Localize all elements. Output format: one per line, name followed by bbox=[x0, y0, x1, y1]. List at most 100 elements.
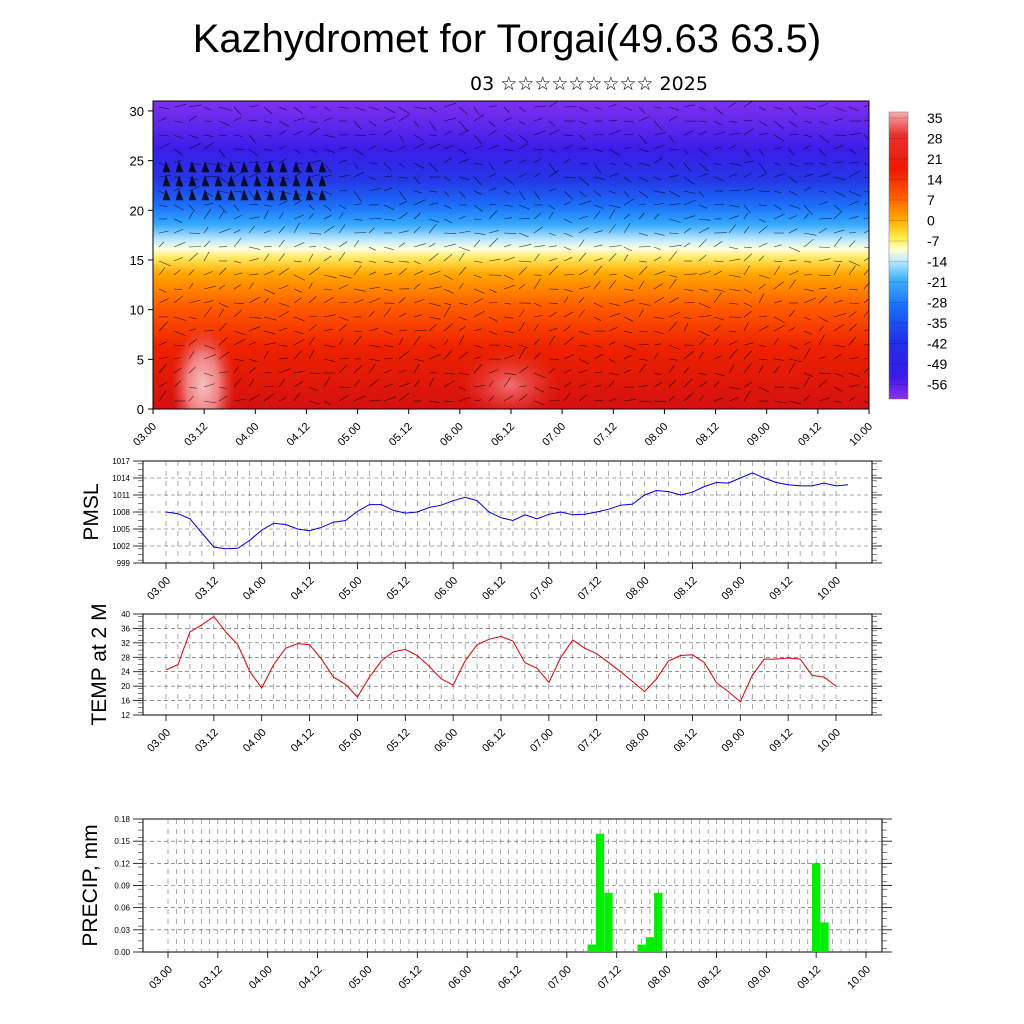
wind-vector bbox=[218, 395, 228, 402]
wind-vector bbox=[233, 309, 243, 318]
wind-vector bbox=[728, 162, 742, 166]
wind-vector bbox=[743, 226, 750, 234]
wind-vector bbox=[218, 351, 230, 360]
wind-vector bbox=[773, 147, 783, 150]
wind-vector bbox=[743, 253, 753, 262]
wind-vector bbox=[188, 204, 196, 212]
wind-vector bbox=[248, 225, 256, 234]
wind-vector bbox=[278, 212, 284, 220]
heatmap-warm-core-2 bbox=[460, 350, 560, 409]
wind-vector bbox=[728, 189, 741, 192]
wind-vector bbox=[428, 202, 439, 206]
heatmap-x-tick-label: 06.00 bbox=[438, 421, 466, 449]
wind-vector bbox=[758, 148, 764, 156]
wind-vector bbox=[233, 106, 242, 115]
wind-vector bbox=[368, 399, 382, 402]
wind-vector bbox=[248, 246, 261, 250]
wind-vector bbox=[653, 190, 665, 194]
x-tick-label: 03.00 bbox=[145, 727, 173, 755]
wind-vector bbox=[383, 246, 394, 250]
wind-vector bbox=[743, 265, 750, 276]
wind-vector bbox=[818, 258, 831, 262]
wind-vector bbox=[503, 274, 514, 280]
wind-vector bbox=[638, 232, 648, 236]
wind-vector bbox=[533, 400, 545, 406]
wind-vector bbox=[713, 162, 722, 166]
wind-vector bbox=[458, 372, 470, 376]
wind-vector bbox=[668, 321, 678, 332]
wind-vector bbox=[368, 246, 376, 251]
wind-vector bbox=[398, 145, 406, 150]
wind-vector bbox=[698, 227, 709, 234]
wind-vector bbox=[263, 351, 269, 360]
wind-barb-flag bbox=[292, 161, 301, 173]
wind-vector bbox=[413, 314, 422, 318]
wind-vector bbox=[473, 162, 483, 166]
wind-vector bbox=[578, 162, 589, 165]
wind-vector bbox=[638, 344, 649, 346]
wind-vector bbox=[473, 356, 481, 360]
wind-vector bbox=[218, 322, 227, 332]
wind-vector bbox=[653, 270, 666, 276]
wind-vector bbox=[593, 211, 601, 220]
wind-vector bbox=[698, 130, 707, 136]
wind-vector bbox=[323, 400, 331, 405]
wind-vector bbox=[503, 377, 511, 388]
wind-vector bbox=[743, 128, 754, 136]
wind-vector bbox=[743, 350, 752, 360]
wind-vector bbox=[758, 190, 770, 192]
wind-vector bbox=[653, 157, 663, 164]
wind-vector bbox=[248, 341, 257, 346]
heatmap-x-tick-label: 07.12 bbox=[591, 421, 619, 449]
wind-vector bbox=[158, 390, 167, 402]
wind-vector bbox=[758, 120, 768, 127]
colorbar-label: 7 bbox=[927, 192, 935, 208]
wind-vector bbox=[578, 269, 588, 276]
wind-vector bbox=[353, 379, 360, 388]
wind-vector bbox=[863, 357, 869, 360]
wind-vector bbox=[713, 324, 721, 332]
wind-vector bbox=[323, 358, 336, 362]
wind-vector bbox=[548, 368, 555, 374]
wind-vector bbox=[653, 343, 662, 346]
heatmap-y-tick-label: 15 bbox=[130, 253, 144, 268]
y-tick-label: 0.06 bbox=[114, 904, 130, 913]
wind-vector bbox=[368, 379, 380, 388]
heatmap-x-tick-label: 04.12 bbox=[285, 421, 313, 449]
wind-vector bbox=[413, 226, 421, 234]
wind-vector bbox=[398, 200, 408, 206]
wind-vector bbox=[443, 350, 453, 360]
wind-vector bbox=[458, 252, 465, 262]
wind-vector bbox=[743, 288, 752, 294]
wind-vector bbox=[578, 296, 585, 304]
wind-vector bbox=[518, 244, 532, 248]
wind-vector bbox=[323, 274, 337, 279]
wind-vector bbox=[413, 243, 427, 248]
wind-vector bbox=[158, 204, 168, 207]
wind-vector bbox=[533, 130, 546, 136]
wind-vector bbox=[323, 288, 333, 291]
wind-vector bbox=[548, 335, 556, 346]
wind-vector bbox=[668, 115, 678, 122]
wind-vector bbox=[323, 255, 332, 262]
wind-vector bbox=[773, 316, 785, 323]
wind-vector bbox=[158, 298, 169, 304]
y-tick-label: 28 bbox=[121, 653, 130, 662]
wind-vector bbox=[413, 358, 425, 362]
wind-vector bbox=[308, 295, 317, 304]
wind-vector bbox=[488, 288, 497, 293]
wind-vector bbox=[368, 310, 375, 318]
heatmap-y-tick-label: 0 bbox=[137, 402, 144, 417]
wind-vector bbox=[578, 358, 589, 365]
wind-vector bbox=[863, 246, 869, 248]
wind-vector bbox=[653, 400, 667, 402]
wind-vector bbox=[533, 105, 547, 108]
wind-vector bbox=[803, 348, 811, 360]
wind-barb-flag bbox=[188, 175, 197, 187]
wind-vector bbox=[368, 187, 382, 192]
x-tick-label: 09.00 bbox=[719, 575, 747, 603]
wind-vector bbox=[383, 396, 397, 402]
wind-vector bbox=[338, 302, 347, 304]
wind-vector bbox=[563, 288, 573, 292]
wind-vector bbox=[578, 215, 588, 220]
